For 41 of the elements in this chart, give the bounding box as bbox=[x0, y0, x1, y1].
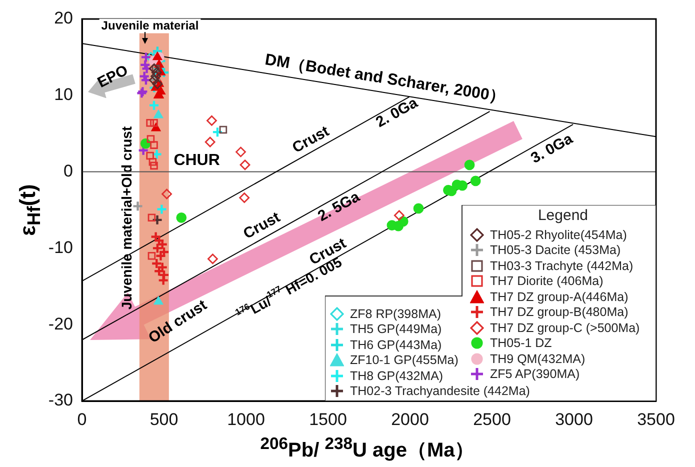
y-tick-label: 10 bbox=[54, 85, 73, 104]
legend-label: ZF8 RP(398MA) bbox=[350, 306, 441, 321]
ref-line-label: CHUR bbox=[174, 152, 220, 170]
legend-label: TH7 Diorite (406Ma) bbox=[490, 274, 604, 288]
legend-label: TH05-3 Dacite (453Ma) bbox=[490, 243, 621, 258]
x-tick-label: 1500 bbox=[309, 410, 347, 429]
legend-label: TH5 GP(449Ma) bbox=[350, 322, 442, 336]
annotation: Crust bbox=[290, 122, 332, 157]
legend-label: TH7 DZ group-B(480Ma) bbox=[490, 305, 628, 320]
annotation: 3. 0Ga bbox=[528, 130, 576, 168]
annotation: 2. 5Ga bbox=[315, 188, 364, 226]
legend-label: TH03-3 Trachyte (442Ma) bbox=[490, 258, 634, 273]
x-tick-label: 3500 bbox=[637, 410, 675, 429]
legend-label: TH7 DZ group-C (>500Ma) bbox=[490, 320, 640, 335]
legend-title: Legend bbox=[536, 207, 590, 224]
x-tick-label: 500 bbox=[150, 410, 178, 429]
x-tick-label: 1000 bbox=[227, 410, 265, 429]
legend-label: TH05-2 Rhyolite(454Ma) bbox=[490, 228, 627, 242]
y-tick-label: -20 bbox=[48, 314, 73, 334]
annotation: Crust bbox=[240, 208, 284, 243]
annotation: EPO bbox=[94, 62, 132, 92]
legend-label: ZF10-1 GP(455Ma) bbox=[350, 353, 458, 368]
legend-label: TH9 QM(432MA) bbox=[490, 352, 586, 366]
x-tick-label: 3000 bbox=[555, 410, 593, 429]
legend-label: TH7 DZ group-A(446Ma) bbox=[490, 290, 628, 304]
x-axis-title: $^{206}$Pb/ $^{238}$U age（Ma） bbox=[259, 434, 476, 464]
legend-label: TH6 GP(443Ma) bbox=[350, 338, 442, 352]
legend-label: TH05-1 DZ bbox=[490, 336, 552, 350]
legend-label: TH02-3 Trachyandesite (442Ma) bbox=[350, 384, 530, 398]
x-tick-label: 2000 bbox=[391, 410, 429, 429]
annotation: Juvenile material bbox=[101, 18, 199, 32]
y-tick-label: -10 bbox=[48, 238, 73, 257]
y-tick-label: -30 bbox=[48, 390, 73, 410]
x-tick-label: 0 bbox=[77, 410, 87, 429]
x-tick-label: 2500 bbox=[473, 410, 511, 429]
legend-label: TH8 GP(432MA) bbox=[350, 368, 444, 383]
band-label: Juvenile material+Old crust bbox=[118, 126, 134, 310]
annotation: 2. 0Ga bbox=[373, 94, 422, 132]
y-tick-label: 0 bbox=[64, 161, 73, 180]
legend-label: ZF5 AP(390MA) bbox=[490, 367, 580, 382]
y-tick-label: 20 bbox=[54, 8, 73, 28]
